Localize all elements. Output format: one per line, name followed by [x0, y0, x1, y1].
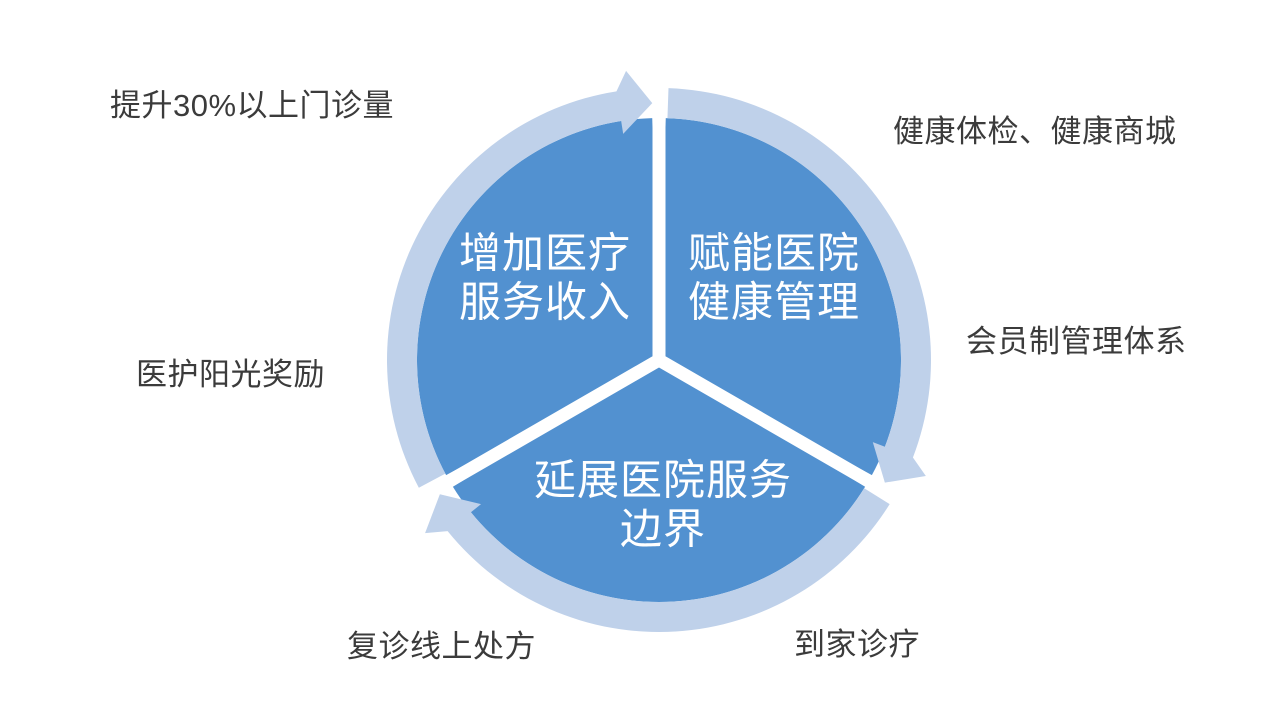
callout-bottom-right: 到家诊疗 — [794, 627, 920, 662]
segment-label-extend-boundary: 延展医院服务 边界 — [534, 456, 792, 553]
segment-label-line: 服务收入 — [458, 277, 632, 326]
callout-top-left: 提升30%以上门诊量 — [110, 88, 395, 123]
segment-label-line: 赋能医院 — [687, 228, 861, 278]
callout-left: 医护阳光奖励 — [136, 357, 325, 392]
segment-label-line: 边界 — [619, 504, 707, 553]
segment-label-empower-health-management: 赋能医院 健康管理 — [688, 229, 860, 326]
callout-bottom-left: 复诊线上处方 — [347, 629, 536, 664]
callout-right: 会员制管理体系 — [966, 324, 1187, 359]
segment-gap-lines — [394, 58, 924, 517]
segment-label-line: 健康管理 — [687, 277, 861, 326]
segment-label-increase-revenue: 增加医疗 服务收入 — [459, 229, 631, 326]
segment-label-line: 增加医疗 — [458, 228, 632, 278]
segment-label-line: 延展医院服务 — [533, 455, 793, 505]
callout-top-right: 健康体检、健康商城 — [893, 114, 1177, 149]
